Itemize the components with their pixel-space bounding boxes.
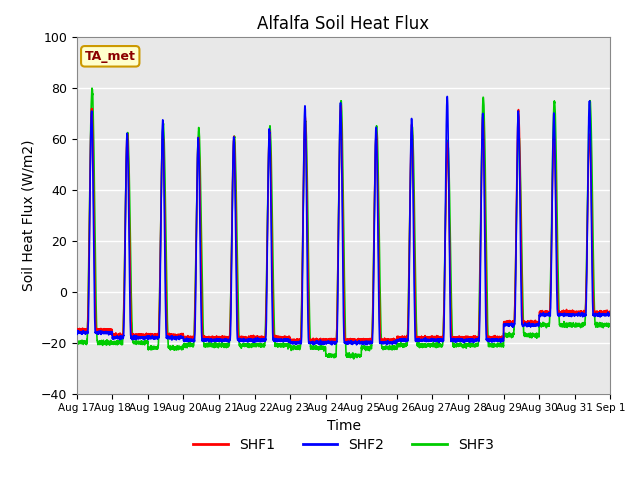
SHF2 <box>328 342 336 348</box>
Line: SHF3: SHF3 <box>77 88 611 359</box>
SHF1 <box>73 326 81 332</box>
X-axis label: Time: Time <box>326 419 360 433</box>
SHF2 <box>606 312 614 318</box>
Line: SHF2: SHF2 <box>77 96 611 345</box>
Title: Alfalfa Soil Heat Flux: Alfalfa Soil Heat Flux <box>257 15 429 33</box>
SHF3 <box>169 346 177 351</box>
SHF2 <box>444 94 451 99</box>
SHF3 <box>493 341 501 347</box>
SHF3 <box>463 342 471 348</box>
SHF3 <box>324 352 332 358</box>
SHF2 <box>324 340 332 346</box>
SHF2 <box>73 330 81 336</box>
Legend: SHF1, SHF2, SHF3: SHF1, SHF2, SHF3 <box>188 433 499 458</box>
SHF3 <box>350 356 358 362</box>
SHF3 <box>88 85 96 91</box>
SHF1 <box>327 340 335 346</box>
SHF1 <box>324 337 332 343</box>
SHF1 <box>337 103 344 108</box>
SHF1 <box>606 309 614 315</box>
SHF1 <box>463 335 471 341</box>
Line: SHF1: SHF1 <box>77 106 611 343</box>
SHF3 <box>73 340 81 346</box>
SHF3 <box>606 323 614 329</box>
SHF1 <box>434 336 442 341</box>
Y-axis label: Soil Heat Flux (W/m2): Soil Heat Flux (W/m2) <box>21 140 35 291</box>
SHF2 <box>434 336 442 342</box>
Text: TA_met: TA_met <box>85 50 136 63</box>
SHF1 <box>169 332 177 338</box>
SHF2 <box>169 335 177 340</box>
SHF2 <box>607 312 614 318</box>
SHF3 <box>607 321 614 327</box>
SHF1 <box>607 309 614 314</box>
SHF3 <box>434 343 442 348</box>
SHF2 <box>493 338 501 344</box>
SHF1 <box>493 334 501 340</box>
SHF2 <box>463 336 471 342</box>
